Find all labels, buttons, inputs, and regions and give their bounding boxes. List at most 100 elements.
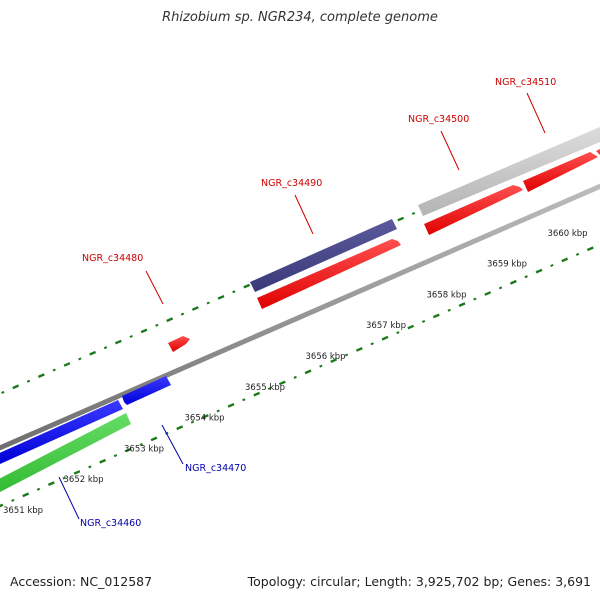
gene-label-34460[interactable]: NGR_c34460 (80, 518, 141, 529)
outer-tick-20 (243, 283, 251, 289)
inner-tick-46 (586, 246, 594, 252)
inner-tick-43 (550, 263, 554, 268)
inner-tick-0 (0, 503, 4, 508)
outer-tick-32 (397, 216, 405, 222)
inner-tick-24 (304, 369, 312, 375)
inner-tick-2 (22, 492, 30, 498)
outer-tick-6 (63, 362, 71, 367)
gene-block-blue-b[interactable] (122, 376, 171, 405)
inner-tick-5 (62, 476, 66, 480)
gene-label-34510[interactable]: NGR_c34510 (495, 77, 556, 88)
scale-label-7: 3658 kbp (427, 290, 467, 300)
outer-tick-11 (129, 334, 133, 338)
inner-tick-1 (11, 498, 15, 502)
cds-block-red-34520[interactable] (596, 149, 600, 160)
gene-block-blue-a[interactable] (0, 400, 123, 464)
outer-tick-17 (206, 301, 210, 305)
inner-tick-16 (201, 414, 209, 419)
outer-tick-12 (140, 328, 148, 334)
genome-info-text: Topology: circular; Length: 3,925,702 bp… (247, 574, 591, 589)
gene-label-34470[interactable]: NGR_c34470 (185, 463, 246, 474)
inner-tick-27 (344, 353, 349, 357)
scale-labels: 3651 kbp 3652 kbp 3653 kbp 3654 kbp 3655 kbp… (3, 229, 588, 516)
inner-tick-11 (139, 442, 143, 446)
scale-label-5: 3656 kbp (306, 352, 346, 362)
cds-block-red-34490[interactable] (257, 239, 401, 309)
genome-backbone (0, 183, 600, 451)
outer-tick-1 (1, 390, 5, 394)
outer-tick-10 (114, 339, 122, 345)
cds-block-red-34510[interactable] (523, 152, 598, 192)
outer-tick-18 (217, 294, 225, 300)
scale-label-1: 3652 kbp (64, 475, 104, 485)
inner-tick-9 (113, 454, 118, 458)
gene-label-34490[interactable]: NGR_c34490 (261, 178, 322, 189)
inner-tick-33 (421, 319, 426, 323)
outer-tick-7 (78, 357, 82, 361)
inner-tick-42 (535, 268, 543, 274)
inner-tick-14 (176, 425, 184, 431)
gene-block-green[interactable] (0, 413, 131, 492)
inner-tick-19 (242, 398, 246, 402)
outer-tick-19 (232, 290, 236, 294)
inner-tick-6 (73, 470, 81, 475)
inner-tick-38 (484, 291, 492, 296)
accession-text: Accession: NC_012587 (10, 574, 153, 589)
cds-block-red-34480[interactable] (168, 336, 190, 352)
inner-tick-26 (330, 358, 338, 363)
inner-tick-10 (124, 447, 132, 453)
gene-label-34500[interactable]: NGR_c34500 (408, 114, 469, 125)
outer-tick-13 (155, 323, 159, 327)
inner-tick-25 (319, 364, 323, 368)
cds-block-red-34500[interactable] (424, 185, 523, 235)
scale-label-4: 3655 kbp (245, 383, 285, 393)
inner-tick-34 (432, 313, 440, 319)
inner-tick-12 (150, 436, 158, 442)
gene-block-gray[interactable] (418, 127, 600, 216)
inner-tick-35 (447, 308, 451, 312)
outer-tick-4 (37, 373, 45, 379)
outer-tick-33 (411, 211, 416, 215)
inner-tick-21 (267, 387, 272, 391)
inner-tick-18 (227, 402, 235, 408)
leader-line-34500 (440, 130, 460, 171)
inner-tick-20 (253, 391, 261, 397)
scale-label-9: 3660 kbp (548, 229, 588, 239)
outer-tick-15 (180, 312, 185, 316)
scale-label-8: 3659 kbp (487, 260, 527, 270)
inner-tick-44 (561, 257, 569, 263)
scale-label-2: 3653 kbp (124, 444, 164, 454)
inner-tick-45 (575, 252, 580, 256)
inner-tick-31 (396, 331, 400, 335)
leader-line-34480 (145, 270, 164, 305)
leader-line-34510 (526, 92, 546, 134)
inner-tick-30 (381, 335, 389, 341)
inner-tick-track (0, 246, 594, 508)
inner-tick-36 (458, 302, 466, 308)
outer-tick-9 (103, 346, 108, 350)
gene-label-34480[interactable]: NGR_c34480 (82, 253, 143, 264)
inner-tick-7 (88, 465, 92, 469)
inner-tick-32 (407, 324, 415, 330)
inner-tick-39 (498, 286, 503, 290)
outer-tick-8 (89, 350, 97, 356)
leader-line-34470 (161, 424, 184, 465)
outer-tick-5 (52, 368, 56, 372)
inner-tick-28 (355, 347, 363, 352)
inner-tick-23 (293, 375, 297, 379)
gene-block-purple[interactable] (250, 219, 397, 292)
inner-tick-15 (190, 420, 195, 424)
inner-tick-37 (473, 297, 477, 301)
map-title: Rhizobium sp. NGR234, complete genome (162, 10, 438, 25)
scale-label-3: 3654 kbp (185, 414, 225, 424)
scale-label-0: 3651 kbp (3, 506, 43, 516)
inner-tick-22 (278, 380, 286, 386)
scale-label-6: 3657 kbp (366, 321, 406, 331)
outer-tick-3 (26, 379, 31, 383)
inner-tick-41 (524, 275, 528, 279)
outer-tick-2 (12, 384, 20, 390)
inner-tick-17 (216, 409, 220, 413)
inner-tick-40 (509, 279, 517, 285)
outer-tick-16 (191, 306, 199, 311)
